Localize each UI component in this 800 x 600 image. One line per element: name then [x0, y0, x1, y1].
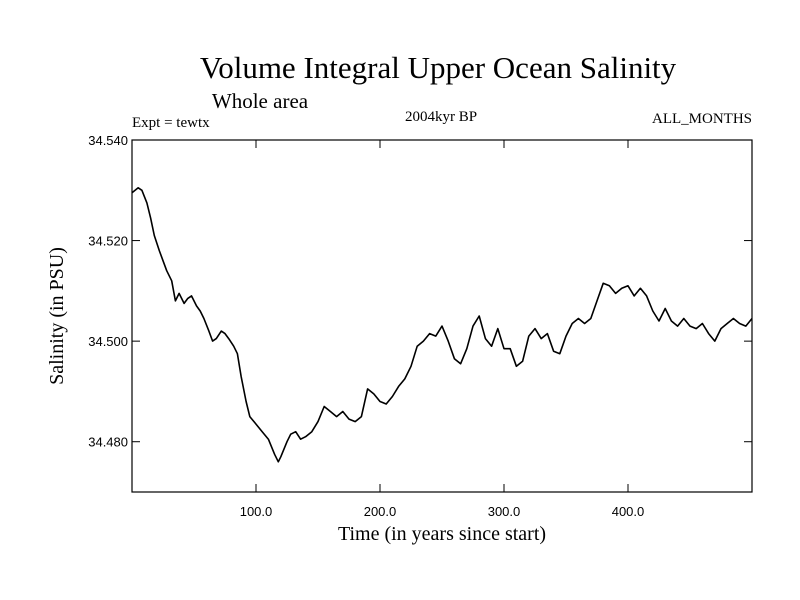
series-line-salinity — [131, 187, 753, 463]
plot-frame — [131, 139, 753, 493]
x-tick-label: 200.0 — [364, 504, 397, 519]
x-axis: 100.0 200.0 300.0 400.0 — [240, 140, 645, 519]
chart-subtitle: Whole area — [212, 89, 309, 113]
y-tick-label: 34.480 — [88, 435, 128, 450]
series-layer — [131, 187, 753, 463]
chart-title: Volume Integral Upper Ocean Salinity — [200, 50, 677, 85]
y-tick-label: 34.540 — [88, 133, 128, 148]
x-axis-label: Time (in years since start) — [338, 523, 546, 545]
y-tick-label: 34.520 — [88, 234, 128, 249]
x-tick-label: 100.0 — [240, 504, 273, 519]
x-tick-label: 400.0 — [612, 504, 645, 519]
period-label: 2004kyr BP — [405, 109, 477, 125]
y-axis-label: Salinity (in PSU) — [46, 247, 68, 385]
x-tick-label: 300.0 — [488, 504, 521, 519]
months-label: ALL_MONTHS — [652, 111, 752, 127]
experiment-label: Expt = tewtx — [132, 115, 210, 131]
y-axis: 34.480 34.500 34.520 34.540 — [88, 133, 752, 450]
y-tick-label: 34.500 — [88, 334, 128, 349]
